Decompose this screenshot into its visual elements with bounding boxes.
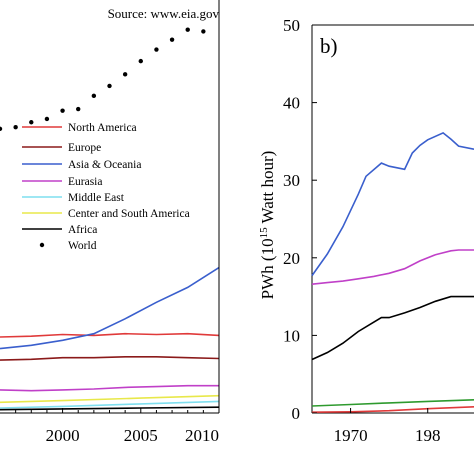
series-line-eurasia	[0, 384, 219, 392]
legend-label: Center and South America	[68, 208, 190, 220]
series-line-4	[311, 406, 474, 413]
panel-label: b)	[320, 34, 338, 58]
y-axis-label: PWh (1015 Watt hour)	[258, 151, 277, 300]
world-data-point	[29, 120, 34, 125]
y-axis-label-main: PWh (10	[258, 238, 277, 299]
legend-label: World	[68, 240, 97, 252]
world-data-point	[154, 47, 159, 52]
world-data-point	[91, 93, 97, 99]
world-data-point	[44, 116, 50, 122]
x-tick-label: 2005	[124, 426, 158, 445]
world-data-point	[107, 83, 112, 89]
series-line-north-america	[0, 332, 220, 338]
panel-a: Source: www.eia.gov 2000 2005 2010 North Ame…	[0, 0, 220, 445]
world-data-point	[0, 126, 3, 132]
series-line-center-and-south-america	[0, 394, 220, 404]
y-tick-label: 30	[283, 171, 300, 190]
series-line-asia-oceania	[0, 266, 220, 350]
x-tick-label: 1970	[334, 426, 368, 445]
world-data-point	[122, 72, 128, 77]
y-axis-label-unit: Watt hour)	[258, 151, 277, 228]
series-line-europe	[0, 356, 220, 361]
x-tick-label: 198	[415, 426, 441, 445]
x-tick-label: 2010	[185, 426, 219, 445]
y-tick-label: 50	[283, 16, 300, 35]
series-line-africa	[0, 406, 220, 411]
world-data-point	[201, 29, 206, 34]
series-line-2	[311, 295, 474, 361]
series-line-middle-east	[0, 400, 220, 409]
legend-marker-world	[39, 242, 45, 248]
series-line-1	[311, 249, 474, 285]
legend-label: Eurasia	[68, 176, 102, 188]
panel-b: 0 10 20 30 40 50 1970 198 b) PWh (1015 Watt hour)	[258, 16, 474, 445]
series-line-3	[311, 399, 474, 407]
legend-label: Asia & Oceania	[68, 159, 141, 171]
x-tick-label: 2000	[46, 426, 80, 445]
source-note: Source: www.eia.gov	[108, 6, 220, 21]
y-tick-label: 0	[292, 404, 301, 423]
y-tick-label: 20	[283, 249, 300, 268]
world-data-point	[138, 58, 143, 64]
legend-label: North America	[68, 122, 137, 134]
world-data-point	[76, 106, 81, 112]
legend-label: Africa	[68, 224, 97, 236]
world-data-point	[13, 125, 18, 130]
y-tick-label: 40	[283, 94, 300, 113]
world-data-point	[169, 37, 175, 42]
y-axis-label-exponent: 15	[258, 227, 270, 239]
world-data-point	[60, 108, 65, 113]
world-data-point	[185, 27, 190, 32]
series-line-0	[311, 131, 474, 277]
legend-label: Europe	[68, 142, 101, 154]
y-tick-label: 10	[283, 326, 300, 345]
legend-label: Middle East	[68, 192, 125, 204]
